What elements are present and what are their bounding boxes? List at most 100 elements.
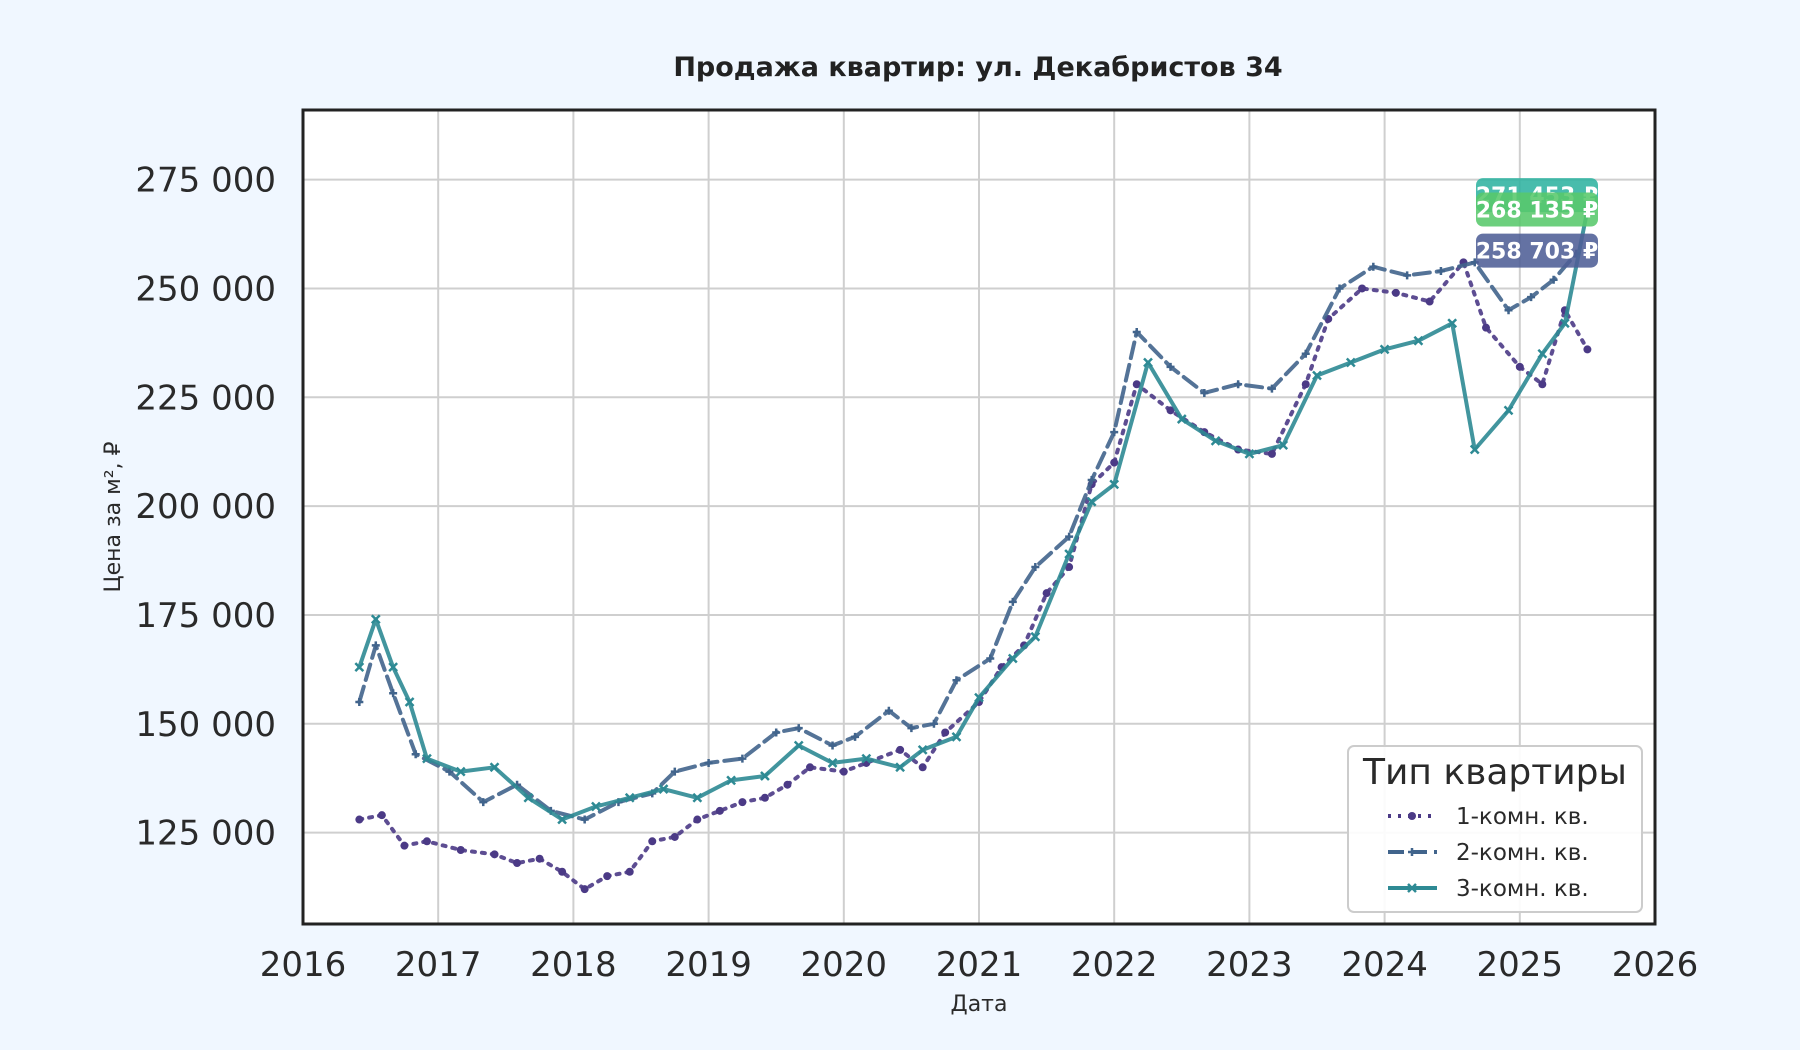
data-point-6: [489, 762, 500, 773]
data-point-10: [603, 872, 612, 881]
data-point-1: [370, 614, 381, 625]
data-point-8: [558, 867, 567, 876]
data-point-17: [861, 753, 872, 764]
data-point-16: [828, 741, 837, 750]
legend-item-1: 1-комн. кв.: [1388, 804, 1589, 830]
data-point-0: [354, 662, 365, 673]
data-point-24: [1031, 563, 1040, 572]
data-point-14: [693, 815, 702, 824]
data-point-21: [974, 692, 984, 703]
data-point-22: [986, 654, 995, 663]
data-point-32: [1132, 380, 1141, 389]
data-point-19: [917, 744, 928, 755]
data-point-legend: [1408, 812, 1416, 820]
data-point-36: [1447, 318, 1458, 329]
x-tick-label: 2026: [1612, 945, 1699, 985]
data-point-14: [772, 728, 781, 737]
data-point-1: [377, 811, 386, 820]
y-axis-label: Цена за м², ₽: [101, 441, 126, 592]
data-point-39: [1504, 306, 1513, 315]
data-point-9: [580, 885, 589, 894]
data-point-11: [670, 767, 679, 776]
data-point-31: [1234, 380, 1243, 389]
data-point-22: [1007, 653, 1018, 664]
data-point-20: [839, 767, 848, 776]
data-point-15: [715, 806, 724, 815]
data-point-21: [952, 676, 961, 685]
data-point-6: [513, 859, 522, 868]
data-point-8: [557, 814, 568, 825]
y-axis: 125 000 150 000 175 000 200 000 225 000 250 0…: [135, 161, 276, 854]
data-point-14: [760, 771, 770, 781]
data-point-22: [896, 745, 905, 754]
data-point-33: [1301, 349, 1310, 358]
data-point-2: [400, 841, 409, 850]
x-tick-label: 2019: [665, 945, 752, 985]
data-point-28: [1176, 414, 1187, 424]
data-point-33: [1345, 357, 1356, 368]
data-point-16: [738, 798, 747, 807]
data-point-15: [794, 724, 803, 733]
y-tick-label: 175 000: [135, 596, 276, 636]
data-point-5: [479, 798, 488, 807]
data-point-34: [1335, 284, 1344, 293]
data-point-11: [658, 784, 669, 794]
data-point-5: [490, 850, 499, 859]
data-point-43: [1482, 323, 1490, 332]
y-tick-label: 150 000: [135, 705, 276, 745]
data-point-35: [1369, 262, 1378, 271]
legend-label: 3-комн. кв.: [1456, 876, 1589, 902]
legend-title: Тип квартиры: [1362, 752, 1627, 793]
value-badge-bg: [1476, 192, 1598, 227]
data-point-7: [523, 792, 534, 803]
data-point-15: [793, 740, 804, 751]
data-point-4: [456, 846, 465, 854]
y-tick-label: 200 000: [135, 487, 276, 527]
data-point-11: [625, 867, 634, 876]
data-point-29: [1210, 435, 1221, 446]
data-point-40: [1527, 293, 1536, 302]
data-point-23: [1030, 631, 1041, 642]
y-tick-label: 225 000: [135, 378, 276, 418]
data-point-32: [1267, 384, 1276, 393]
data-point-45: [1538, 380, 1547, 389]
data-point-5: [455, 766, 466, 777]
data-point-40: [1559, 318, 1570, 329]
legend-item-2: 2-комн. кв.: [1388, 840, 1589, 866]
data-point-39: [1537, 348, 1548, 359]
data-point-28: [1042, 589, 1051, 598]
data-point-25: [1065, 532, 1074, 541]
y-tick-label: 275 000: [135, 161, 276, 201]
data-point-41: [1425, 297, 1434, 306]
data-point-33: [1166, 406, 1175, 415]
x-tick-label: 2020: [801, 945, 888, 985]
data-point-23: [918, 763, 927, 772]
x-tick-label: 2025: [1477, 945, 1564, 985]
value-badges: 271 453 ₽268 135 ₽258 703 ₽: [1476, 178, 1598, 268]
data-point-35: [1413, 335, 1424, 346]
data-point-26: [1087, 476, 1096, 484]
series-line-3: [357, 208, 1590, 822]
data-point-0: [355, 698, 364, 706]
legend: Тип квартиры 1-комн. кв. 2-комн. кв. 3-ком…: [1347, 745, 1643, 913]
x-tick-label: 2024: [1341, 945, 1428, 985]
x-tick-label: 2016: [260, 945, 347, 985]
legend-label: 2-комн. кв.: [1456, 840, 1589, 866]
data-point-legend: [1407, 883, 1417, 893]
data-point-18: [783, 780, 792, 789]
data-point-legend: [1408, 848, 1416, 856]
x-axis-label: Дата: [951, 992, 1008, 1017]
data-point-44: [1515, 362, 1524, 371]
x-tick-label: 2022: [1071, 945, 1158, 985]
data-point-27: [1143, 357, 1153, 368]
data-point-27: [1110, 428, 1119, 437]
data-point-3: [422, 837, 431, 846]
data-point-17: [851, 732, 860, 741]
data-point-19: [907, 724, 916, 733]
y-tick-label: 125 000: [135, 814, 276, 854]
data-point-29: [1065, 563, 1074, 572]
value-badge-text: 268 135 ₽: [1476, 199, 1598, 224]
data-point-23: [1008, 597, 1017, 606]
data-point-47: [1583, 345, 1592, 354]
